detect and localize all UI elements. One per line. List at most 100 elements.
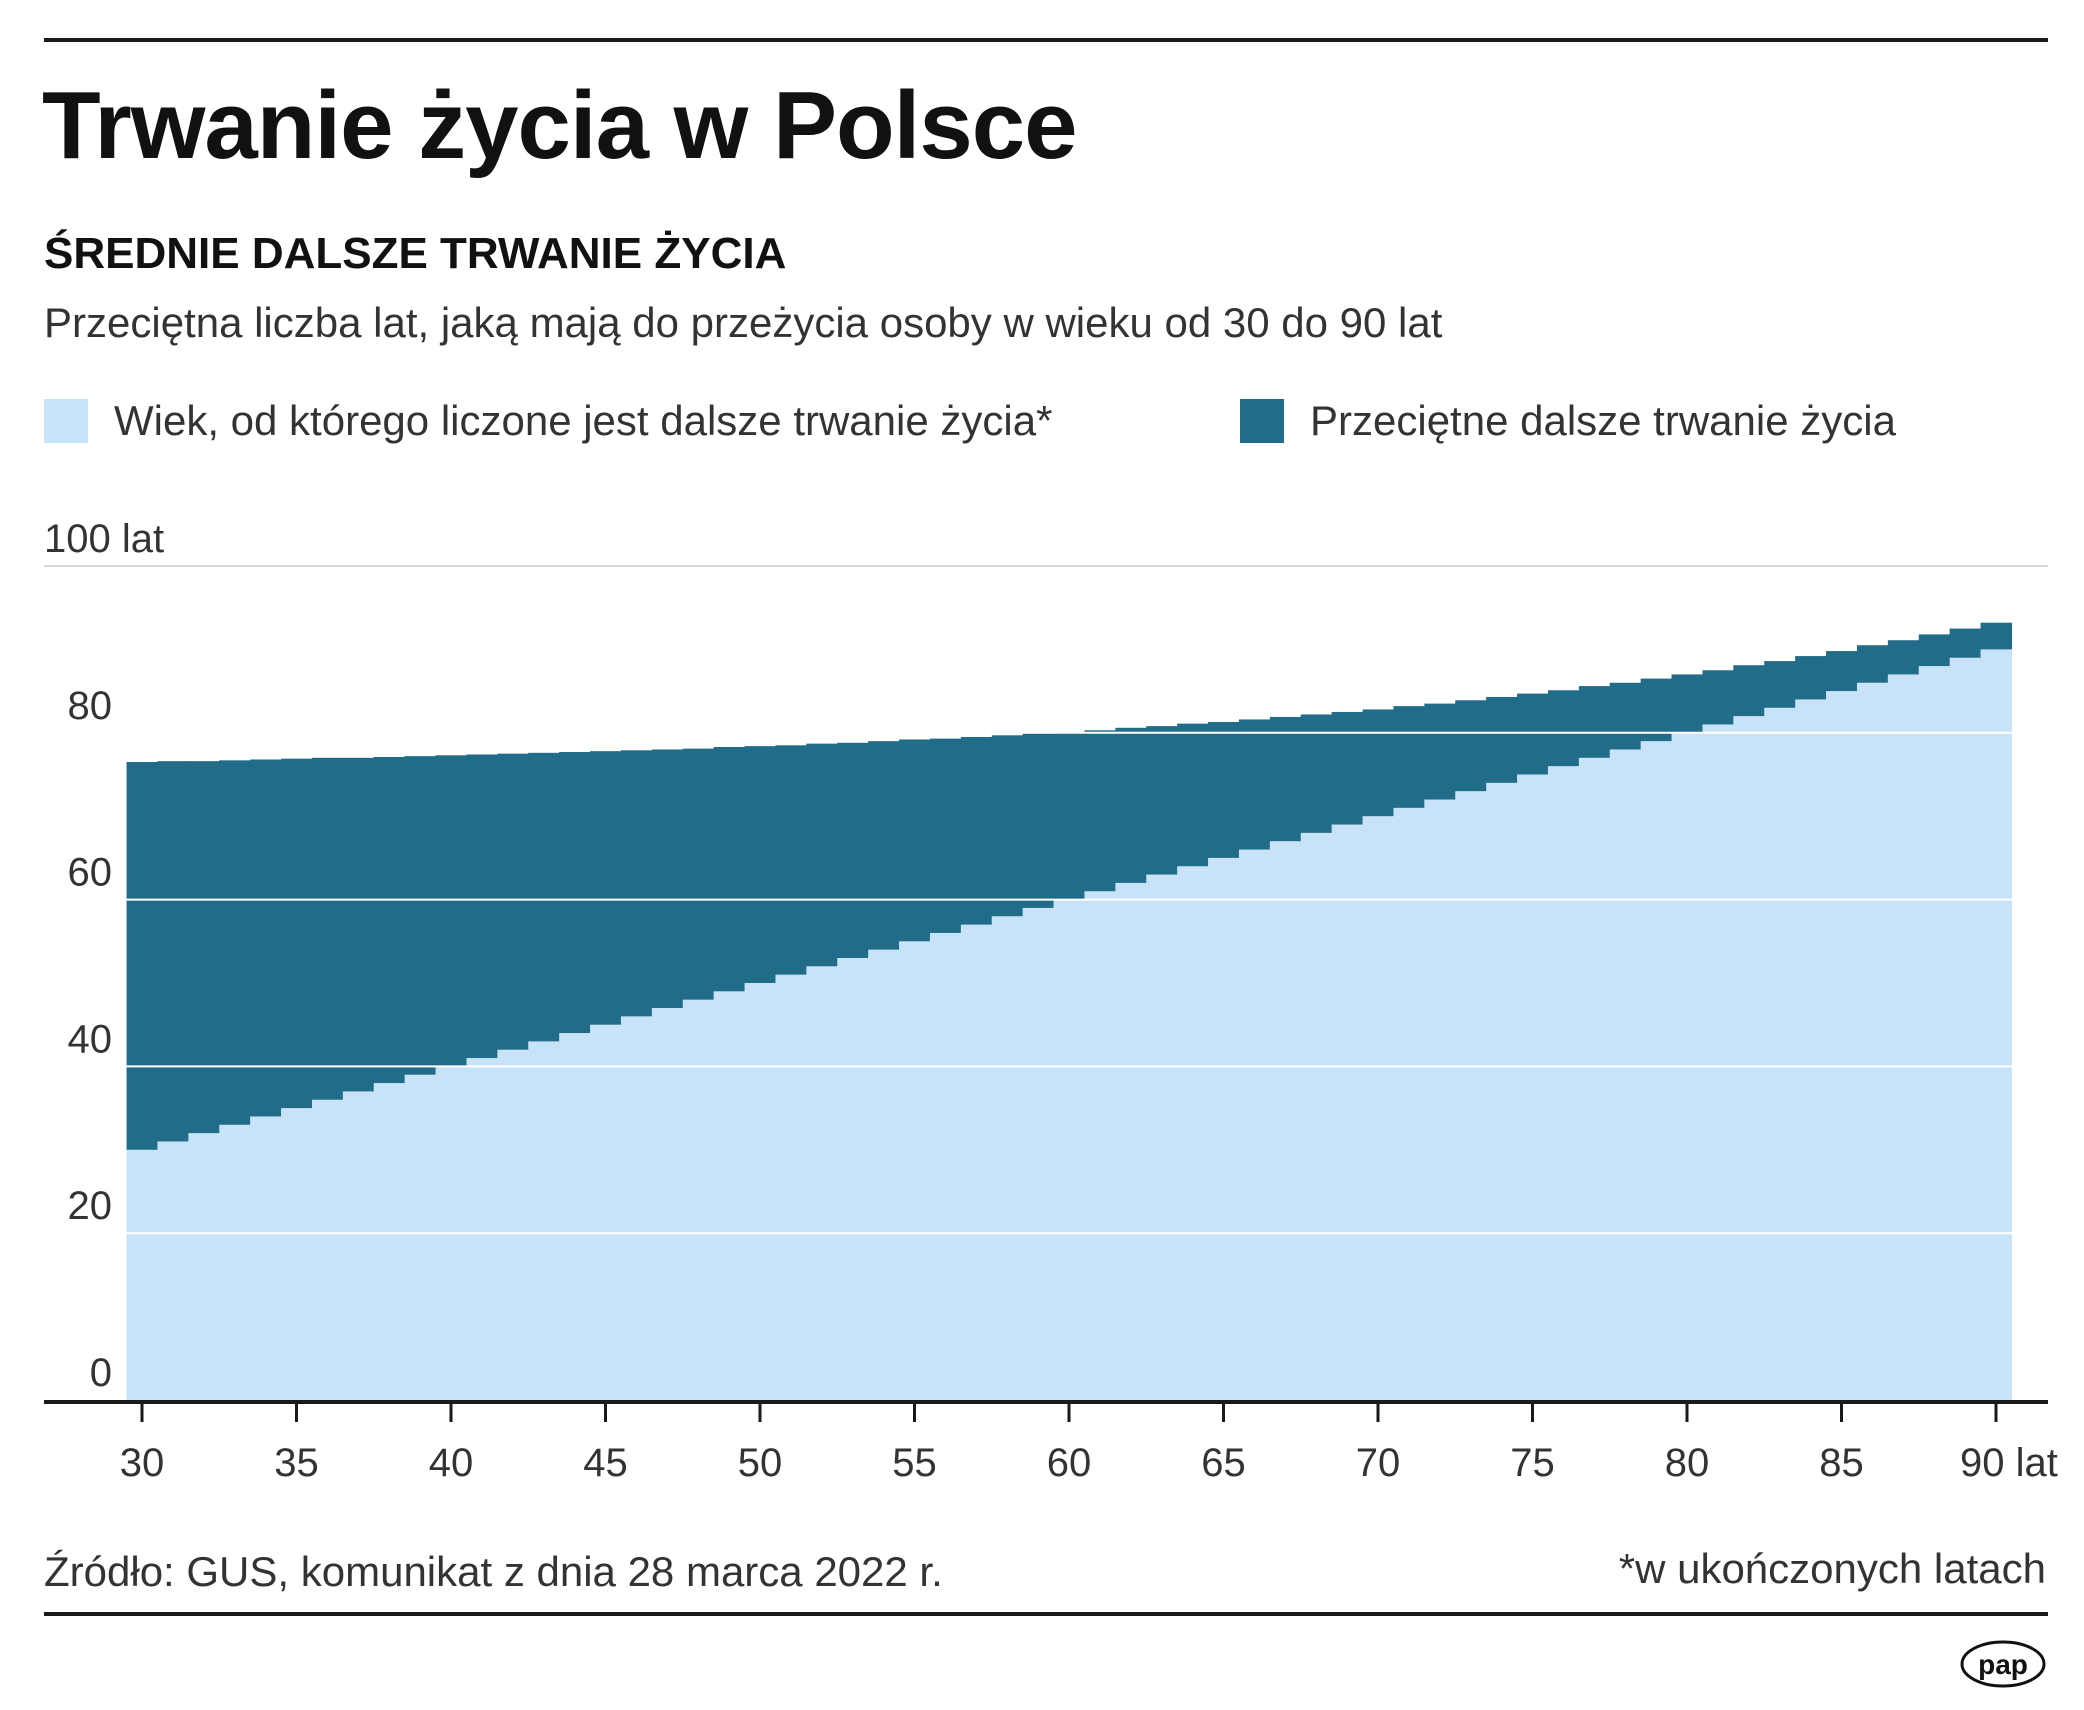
bar-expectancy-35	[281, 758, 313, 1109]
legend-item-expectancy: Przeciętne dalsze trwanie życia	[1240, 396, 1896, 446]
bar-expectancy-87	[1887, 640, 1920, 675]
x-tick-label: 55	[892, 1441, 937, 1485]
x-tick-label: 90 lat	[1960, 1441, 2058, 1485]
bar-expectancy-43	[528, 752, 560, 1042]
source-note: Źródło: GUS, komunikat z dnia 28 marca 2…	[44, 1548, 943, 1595]
bar-expectancy-71	[1393, 706, 1425, 808]
bar-age-48	[682, 999, 715, 1400]
bar-expectancy-49	[713, 746, 746, 992]
bar-age-44	[559, 1033, 591, 1400]
bar-age-49	[713, 991, 746, 1400]
chart-description: Przeciętna liczba lat, jaką mają do prze…	[44, 299, 1443, 346]
bar-expectancy-47	[651, 749, 684, 1009]
bottom-rule	[44, 1612, 2048, 1616]
legend-swatch-expectancy	[1240, 399, 1284, 443]
bar-age-47	[651, 1008, 684, 1400]
y-tick-label: 100 lat	[44, 517, 164, 561]
bar-age-54	[868, 949, 900, 1400]
bar-expectancy-51	[775, 745, 807, 975]
x-tick-label: 45	[583, 1441, 628, 1485]
bar-age-81	[1702, 724, 1734, 1400]
pap-logo: pap	[1960, 1640, 2046, 1688]
bar-expectancy-76	[1547, 690, 1580, 767]
bar-age-66	[1238, 849, 1271, 1400]
bar-expectancy-56	[929, 738, 962, 933]
page-title: Trwanie życia w Polsce	[42, 72, 1078, 179]
x-tick-label: 50	[738, 1441, 783, 1485]
bar-age-30	[126, 1149, 159, 1400]
bar-age-71	[1393, 807, 1425, 1400]
y-tick-label: 0	[90, 1351, 112, 1395]
legend-label-expectancy: Przeciętne dalsze trwanie życia	[1310, 397, 1896, 444]
bar-expectancy-74	[1486, 696, 1518, 783]
bar-age-61	[1084, 891, 1116, 1400]
bar-expectancy-68	[1300, 714, 1333, 833]
bar-expectancy-83	[1764, 661, 1796, 708]
bar-expectancy-38	[373, 756, 406, 1084]
bar-age-75	[1517, 774, 1549, 1400]
bar-expectancy-50	[744, 746, 777, 983]
bar-age-39	[404, 1074, 437, 1400]
bar-expectancy-45	[590, 751, 622, 1025]
bar-age-37	[342, 1091, 375, 1400]
bar-age-85	[1826, 691, 1858, 1400]
bar-expectancy-81	[1702, 670, 1734, 725]
bar-age-86	[1856, 682, 1889, 1400]
bar-age-45	[590, 1024, 622, 1400]
x-tick-label: 30	[120, 1441, 165, 1485]
bar-age-87	[1887, 674, 1920, 1400]
bar-age-68	[1300, 832, 1333, 1400]
bar-expectancy-77	[1578, 686, 1611, 758]
bar-age-55	[899, 941, 931, 1400]
bar-expectancy-86	[1856, 645, 1889, 683]
legend-swatch-age	[44, 399, 88, 443]
bar-expectancy-88	[1918, 634, 1951, 667]
bar-expectancy-84	[1795, 656, 1827, 700]
bar-expectancy-85	[1826, 651, 1858, 692]
y-tick-label: 80	[68, 684, 113, 728]
bar-expectancy-34	[250, 759, 282, 1117]
footnote: *w ukończonych latach	[1618, 1545, 2046, 1592]
bar-age-32	[188, 1133, 220, 1400]
y-axis-tick-labels: 0 20 40 60 80 100 lat	[44, 517, 164, 1395]
bar-expectancy-89	[1949, 628, 1982, 658]
gridlines	[44, 565, 2048, 1235]
legend-label-age: Wiek, od którego liczone jest dalsze trw…	[114, 397, 1053, 444]
bar-expectancy-52	[806, 743, 838, 967]
bar-layer	[126, 622, 2013, 1400]
bar-expectancy-61	[1084, 730, 1116, 892]
bar-age-56	[929, 932, 962, 1400]
bar-expectancy-60	[1053, 731, 1086, 900]
bar-expectancy-73	[1455, 700, 1487, 792]
bar-expectancy-64	[1177, 723, 1209, 867]
bar-age-52	[806, 966, 838, 1400]
x-tick-label: 65	[1201, 1441, 1246, 1485]
bar-age-79	[1640, 741, 1673, 1400]
y-tick-label: 60	[68, 851, 113, 895]
bar-age-34	[250, 1116, 282, 1400]
bar-age-69	[1331, 824, 1364, 1400]
bar-age-50	[744, 983, 777, 1400]
bar-age-31	[157, 1141, 189, 1400]
bar-expectancy-54	[868, 741, 900, 950]
bar-age-88	[1918, 666, 1951, 1400]
bar-expectancy-40	[435, 755, 468, 1067]
bar-expectancy-55	[899, 739, 931, 942]
bar-age-58	[991, 916, 1024, 1400]
y-tick-label: 40	[68, 1017, 113, 1061]
bar-age-72	[1424, 799, 1456, 1400]
bar-expectancy-78	[1609, 682, 1642, 750]
bar-expectancy-58	[991, 735, 1024, 917]
bar-expectancy-36	[311, 757, 344, 1100]
bar-expectancy-90	[1980, 622, 2013, 650]
bar-expectancy-41	[466, 754, 498, 1059]
bar-age-89	[1949, 657, 1982, 1400]
bar-age-35	[281, 1108, 313, 1400]
bar-expectancy-37	[342, 757, 375, 1092]
bar-expectancy-44	[559, 751, 591, 1034]
bar-expectancy-69	[1331, 711, 1364, 825]
x-tick-label: 85	[1819, 1441, 1864, 1485]
bar-expectancy-30	[126, 761, 159, 1150]
bar-expectancy-53	[837, 742, 869, 958]
bar-age-63	[1146, 874, 1178, 1400]
